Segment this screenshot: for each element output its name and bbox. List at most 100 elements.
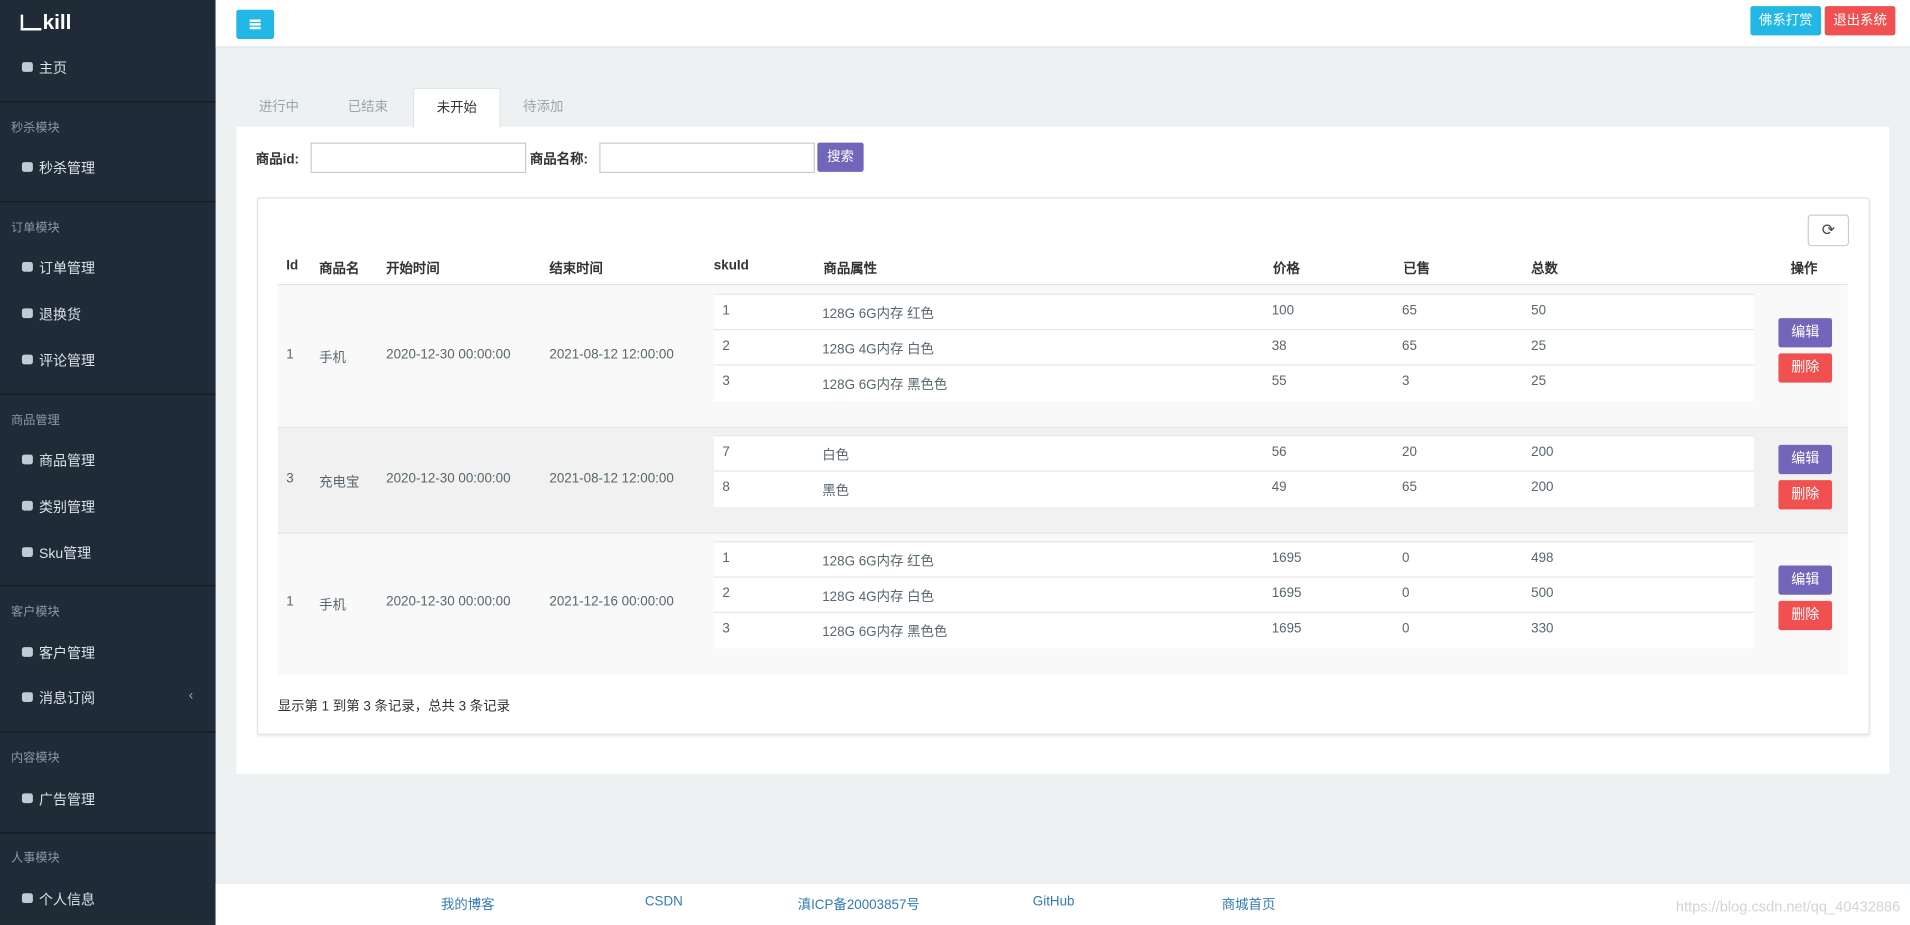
nav-item[interactable]: 商品管理 [38,454,96,470]
tab[interactable]: 未开始 [412,87,501,128]
sku-cell: 330 [1531,621,1554,637]
section-label: 秒杀模块 [10,121,60,136]
sku-cell: 128G 6G内存 黑色色 [822,377,948,393]
tab[interactable]: 待添加 [523,99,564,115]
nav-item[interactable]: 秒杀管理 [38,162,96,177]
nav-item[interactable]: 个人信息 [38,893,96,908]
search-button[interactable]: 搜索 [817,142,864,172]
section-label: 订单模块 [10,221,60,236]
sku-rule [713,611,1755,614]
cell: 3 [286,471,294,486]
nav-item[interactable]: 广告管理 [38,793,96,808]
sku-cell: 2 [722,586,730,601]
divider [0,584,216,587]
footer [215,882,1910,925]
edit-button[interactable]: 编辑 [1778,565,1833,595]
cell: 2020-12-30 00:00:00 [386,347,511,362]
divider [0,731,216,733]
nav-icon [21,262,33,272]
sku-cell: 1695 [1271,621,1302,637]
sku-cell: 0 [1402,621,1410,637]
nav-icon [21,547,33,557]
divider [0,201,216,203]
watermark: https://blog.csdn.net/qq_40432886 [1675,898,1901,916]
sku-cell: 100 [1271,303,1295,319]
footer-link[interactable]: 商城首页 [1221,898,1276,913]
header-button[interactable]: 退出系统 [1824,6,1896,36]
nav-item[interactable]: 退换货 [38,308,82,323]
header-button[interactable]: 佛系打赏 [1750,6,1822,36]
nav-item[interactable]: 消息订阅 [38,692,96,707]
sku-cell: 500 [1531,586,1554,601]
cell: 2021-08-12 12:00:00 [549,471,674,486]
section-label: 客户模块 [10,605,60,620]
sku-cell: 8 [722,480,730,495]
search-label: 商品名称: [529,152,588,167]
section-label: 人事模块 [10,851,60,866]
search-input[interactable] [310,142,527,174]
edit-button[interactable]: 编辑 [1778,444,1833,474]
footer-link[interactable]: 滇ICP备20003857号 [797,898,920,913]
column-header: 商品名 [319,262,360,277]
nav-icon [21,354,33,365]
tab[interactable]: 已结束 [347,99,388,115]
sku-table [713,541,1755,649]
sku-cell: 黑色 [822,483,850,499]
nav-item[interactable]: 主页 [38,62,67,77]
logo: kill [42,10,72,35]
edit-button[interactable]: 编辑 [1778,318,1833,348]
footer-link[interactable]: CSDN [644,894,683,910]
sku-cell: 65 [1402,480,1417,495]
nav-item[interactable]: 客户管理 [38,647,96,662]
cell: 2021-12-16 00:00:00 [549,594,674,610]
sku-rule [713,364,1755,366]
sku-cell: 128G 6G内存 红色 [822,554,934,570]
column-header: 总数 [1531,262,1558,277]
section-label: 内容模块 [10,751,60,766]
sku-cell: 128G 4G内存 白色 [822,342,934,358]
cell: 手机 [319,350,346,366]
search-label: 商品id: [255,152,299,167]
delete-button[interactable]: 删除 [1778,600,1833,631]
sku-cell: 7 [722,444,730,460]
pagination: 显示第 1 到第 3 条记录，总共 3 条记录 [277,699,511,715]
nav-item[interactable]: 订单管理 [38,262,96,277]
sku-cell: 1 [722,303,730,319]
nav-item[interactable]: Sku管理 [38,547,92,562]
tab[interactable]: 进行中 [258,99,300,115]
sku-cell: 1 [722,550,730,566]
sku-cell: 0 [1402,550,1410,566]
sku-rule [713,576,1755,578]
nav-icon [21,893,33,904]
chevron: ‹ [188,688,194,704]
footer-link[interactable]: GitHub [1032,894,1075,910]
cell: 手机 [319,598,346,614]
refresh-button[interactable]: ⟳ [1807,214,1850,247]
sku-cell: 白色 [822,448,850,464]
column-header: 已售 [1403,262,1431,277]
search-input[interactable] [599,142,815,174]
divider [0,832,216,834]
cell: 2020-12-30 00:00:00 [386,594,511,610]
cell: 2021-08-12 12:00:00 [549,347,674,362]
nav-icon [21,793,33,804]
delete-button[interactable]: 删除 [1778,479,1833,509]
nav-icon [21,647,33,657]
nav-icon [21,500,33,511]
delete-button[interactable]: 删除 [1778,353,1833,383]
column-header: 开始时间 [386,262,440,277]
nav-item[interactable]: 类别管理 [38,500,96,516]
footer-link[interactable]: 我的博客 [440,898,495,913]
header-rule [277,283,1848,286]
column-header: 价格 [1272,262,1300,277]
sku-cell: 65 [1402,303,1417,319]
menu-toggle[interactable] [236,9,275,39]
cell: 2020-12-30 00:00:00 [386,471,511,486]
nav-item[interactable]: 评论管理 [38,354,96,370]
sku-cell: 1695 [1271,550,1302,566]
divider [0,101,216,103]
sku-cell: 200 [1531,480,1554,495]
sku-cell: 25 [1531,338,1547,354]
sku-cell: 65 [1402,338,1417,354]
